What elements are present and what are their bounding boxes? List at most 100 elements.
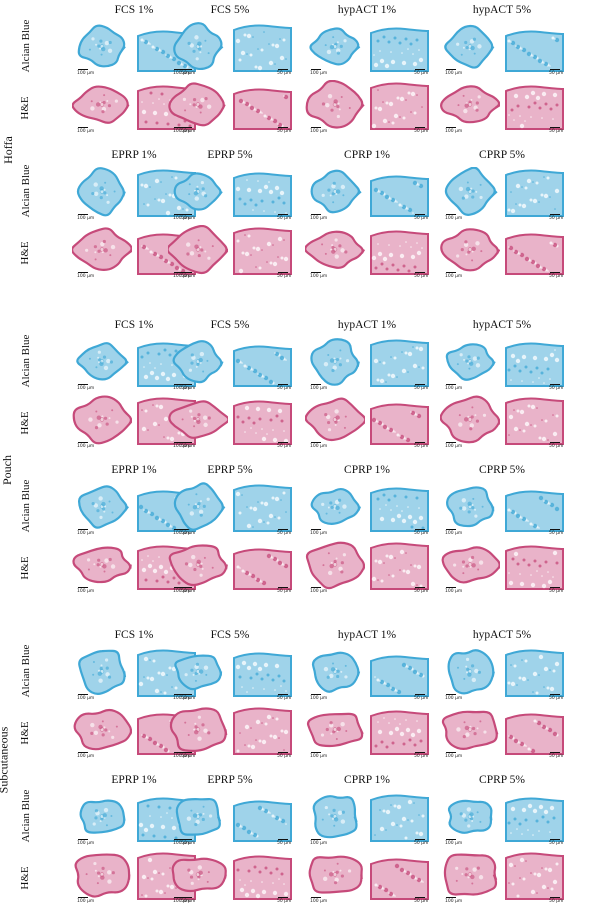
condition-label: EPRP 1% <box>111 149 157 161</box>
alcian-blue-low-mag-panel: 100 μm <box>305 482 365 536</box>
scale-bar-100um <box>446 529 456 531</box>
alcian-blue-low-mag-panel: 100 μm <box>72 337 132 391</box>
row-label-he: H&E <box>19 866 32 890</box>
scale-bar-50um <box>182 214 192 216</box>
alcian-blue-low-mag-panel: 100 μm <box>72 482 132 536</box>
scale-bar-label: 50 μm <box>414 753 429 759</box>
alcian-blue-low-mag-panel: 100 μm <box>440 482 500 536</box>
scale-bar-100um <box>311 69 321 71</box>
he-low-mag-panel: 100 μm <box>305 850 365 904</box>
scale-bar-label: 100 μm <box>77 443 95 449</box>
scale-bar-label: 50 μm <box>277 898 292 904</box>
he-low-mag-panel: 100 μm <box>168 540 228 594</box>
condition-label: CPRP 5% <box>479 774 525 786</box>
scale-bar-label: 50 μm <box>414 385 429 391</box>
scale-bar-100um <box>311 587 321 589</box>
scale-bar-100um <box>174 214 184 216</box>
he-low-mag-panel: 100 μm <box>168 705 228 759</box>
group-subcutaneous: Subcutaneous Alcian Blue H&E FCS 1% 100 μm 50… <box>0 615 600 915</box>
alcian-blue-high-mag-panel: 50 μm <box>504 792 564 846</box>
alcian-blue-high-mag-panel: 50 μm <box>504 167 564 221</box>
scale-bar-label: 50 μm <box>277 385 292 391</box>
alcian-blue-low-mag-panel: 100 μm <box>305 647 365 701</box>
scale-bar-label: 50 μm <box>277 215 292 221</box>
scale-bar-label: 100 μm <box>77 695 95 701</box>
scale-bar-label: 100 μm <box>445 840 463 846</box>
scale-bar-label: 50 μm <box>181 70 196 76</box>
scale-bar-label: 100 μm <box>77 588 95 594</box>
scale-bar-label: 100 μm <box>445 753 463 759</box>
scale-bar-50um <box>550 752 560 754</box>
scale-bar-label: 50 μm <box>181 695 196 701</box>
scale-bar-label: 100 μm <box>445 530 463 536</box>
row-label-he: H&E <box>19 556 32 580</box>
scale-bar-50um <box>278 839 288 841</box>
scale-bar-label: 50 μm <box>277 273 292 279</box>
scale-bar-100um <box>78 897 88 899</box>
he-high-mag-panel: 50 μm <box>369 540 429 594</box>
alcian-blue-low-mag-panel: 100 μm <box>440 792 500 846</box>
he-high-mag-panel: 50 μm <box>369 705 429 759</box>
scale-bar-label: 100 μm <box>77 215 95 221</box>
scale-bar-100um <box>174 384 184 386</box>
he-high-mag-panel: 50 μm <box>232 540 292 594</box>
he-high-mag-panel: 50 μm <box>504 80 564 134</box>
condition-label: hypACT 5% <box>472 4 532 16</box>
condition-label: FCS 5% <box>210 629 250 641</box>
he-low-mag-panel: 100 μm <box>440 705 500 759</box>
scale-bar-label: 100 μm <box>310 215 328 221</box>
alcian-blue-low-mag-panel: 100 μm <box>72 647 132 701</box>
scale-bar-label: 100 μm <box>173 385 191 391</box>
scale-bar-50um <box>182 127 192 129</box>
he-low-mag-panel: 100 μm <box>305 225 365 279</box>
scale-bar-label: 50 μm <box>549 70 564 76</box>
scale-bar-100um <box>78 442 88 444</box>
condition-label: EPRP 5% <box>207 149 253 161</box>
group-pouch: Pouch Alcian Blue H&E FCS 1% 100 μm 50 μm 100 … <box>0 305 600 605</box>
row-label-alcian-blue: Alcian Blue <box>19 789 32 843</box>
alcian-blue-high-mag-panel: 50 μm <box>504 482 564 536</box>
scale-bar-label: 50 μm <box>549 898 564 904</box>
alcian-blue-low-mag-panel: 100 μm <box>168 167 228 221</box>
scale-bar-label: 100 μm <box>310 385 328 391</box>
alcian-blue-low-mag-panel: 100 μm <box>440 337 500 391</box>
scale-bar-label: 100 μm <box>445 898 463 904</box>
scale-bar-100um <box>78 272 88 274</box>
scale-bar-label: 50 μm <box>549 840 564 846</box>
scale-bar-50um <box>550 839 560 841</box>
alcian-blue-high-mag-panel: 50 μm <box>369 167 429 221</box>
scale-bar-label: 50 μm <box>414 215 429 221</box>
scale-bar-100um <box>311 442 321 444</box>
condition-label: FCS 1% <box>114 629 154 641</box>
alcian-blue-high-mag-panel: 50 μm <box>504 647 564 701</box>
alcian-blue-low-mag-panel: 100 μm <box>72 167 132 221</box>
he-low-mag-panel: 100 μm <box>440 540 500 594</box>
scale-bar-50um <box>278 587 288 589</box>
scale-bar-label: 100 μm <box>310 443 328 449</box>
scale-bar-50um <box>415 442 425 444</box>
scale-bar-100um <box>174 694 184 696</box>
scale-bar-label: 50 μm <box>181 273 196 279</box>
scale-bar-label: 50 μm <box>181 128 196 134</box>
condition-label: CPRP 1% <box>344 149 390 161</box>
condition-label: FCS 1% <box>114 4 154 16</box>
condition-label: EPRP 5% <box>207 774 253 786</box>
scale-bar-100um <box>78 587 88 589</box>
he-high-mag-panel: 50 μm <box>232 80 292 134</box>
scale-bar-100um <box>78 384 88 386</box>
alcian-blue-low-mag-panel: 100 μm <box>440 22 500 76</box>
alcian-blue-high-mag-panel: 50 μm <box>232 167 292 221</box>
scale-bar-label: 50 μm <box>549 215 564 221</box>
he-low-mag-panel: 100 μm <box>72 225 132 279</box>
scale-bar-100um <box>311 897 321 899</box>
scale-bar-50um <box>182 897 192 899</box>
scale-bar-100um <box>78 694 88 696</box>
scale-bar-50um <box>278 69 288 71</box>
alcian-blue-low-mag-panel: 100 μm <box>305 792 365 846</box>
scale-bar-50um <box>278 384 288 386</box>
he-high-mag-panel: 50 μm <box>232 705 292 759</box>
scale-bar-50um <box>415 752 425 754</box>
scale-bar-50um <box>415 897 425 899</box>
row-label-he: H&E <box>19 241 32 265</box>
he-high-mag-panel: 50 μm <box>369 395 429 449</box>
